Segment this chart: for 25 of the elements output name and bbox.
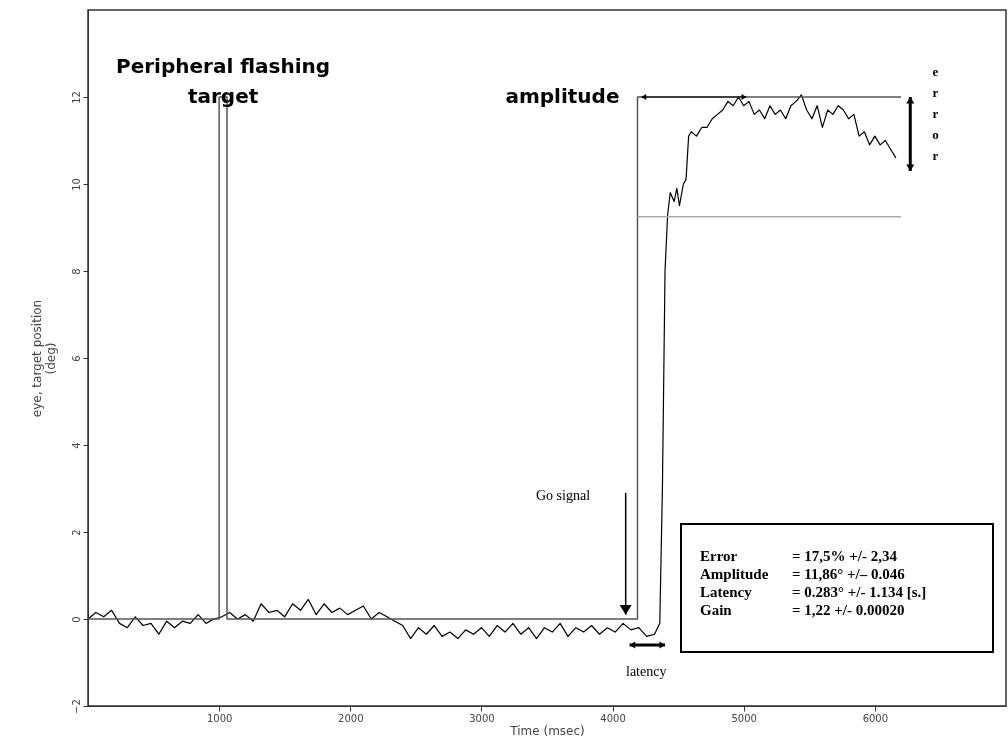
annotation: amplitude (505, 84, 620, 108)
text: Amplitude = 11,86° +/– 0.046 (700, 566, 905, 582)
y-tick-label: 4 (70, 442, 82, 449)
annotation: latency (626, 664, 667, 680)
annotation: Go signal (536, 488, 591, 504)
x-tick-label: 5000 (731, 712, 757, 724)
annotation: error (927, 64, 943, 169)
annotation: Peripheral flashing target (116, 54, 331, 108)
text: Error = 17,5% +/- 2,34 (700, 548, 898, 564)
y-tick-label: 0 (70, 616, 82, 623)
y-tick-label: 12 (70, 91, 82, 104)
x-tick-label: 6000 (862, 712, 889, 724)
text: Latency = 0.283° +/- 1.134 [s.] (700, 584, 927, 600)
x-tick-label: 2000 (338, 712, 364, 724)
y-tick-label: 8 (70, 268, 82, 275)
x-axis-title: Time (msec) (509, 723, 585, 738)
y-tick-label: 10 (70, 178, 82, 191)
text: Gain = 1,22 +/- 0.00020 (700, 602, 905, 618)
x-tick-label: 4000 (600, 712, 626, 724)
x-tick-label: 1000 (206, 712, 233, 724)
y-tick-label: −2 (70, 699, 82, 714)
x-tick-label: 3000 (469, 712, 495, 724)
y-tick-label: 2 (70, 529, 82, 536)
y-tick-label: 6 (70, 355, 82, 362)
y-axis-title: eye, target position (deg) (29, 299, 58, 418)
